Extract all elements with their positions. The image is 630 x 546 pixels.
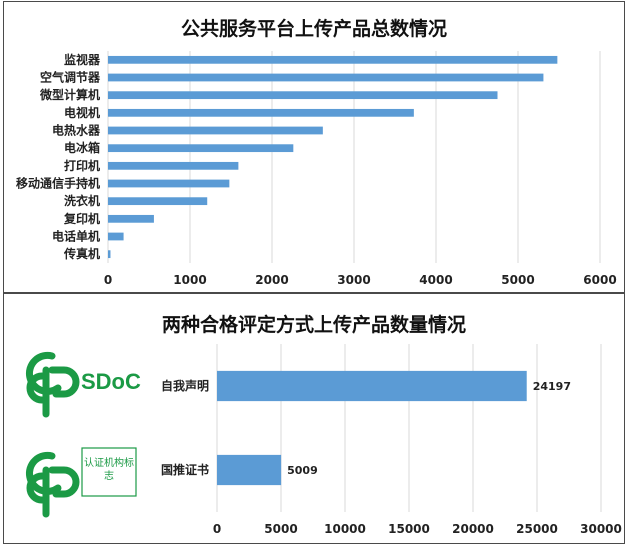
category-label: 空气调节器 bbox=[40, 70, 101, 85]
x-tick-label: 15000 bbox=[388, 522, 430, 536]
category-label: 移动通信手持机 bbox=[16, 176, 100, 191]
x-tick-label: 10000 bbox=[324, 522, 366, 536]
top-chart-panel: 公共服务平台上传产品总数情况 0 1000 2000 3000 4000 5000 6000… bbox=[3, 1, 625, 293]
x-tick-label: 6000 bbox=[583, 273, 616, 287]
category-label: 打印机 bbox=[64, 158, 100, 173]
x-tick-label: 5000 bbox=[501, 273, 534, 287]
bottom-bar-chart: 0 5000 10000 15000 20000 25000 30000 自我声明 24197 国… bbox=[161, 344, 622, 536]
x-tick-label: 3000 bbox=[337, 273, 370, 287]
category-label: 国推证书 bbox=[161, 462, 209, 477]
chart-title: 两种合格评定方式上传产品数量情况 bbox=[161, 314, 466, 336]
x-tick-label: 5000 bbox=[264, 522, 297, 536]
x-tick-label: 2000 bbox=[255, 273, 288, 287]
category-label: 电视机 bbox=[64, 105, 100, 120]
category-label: 洗衣机 bbox=[64, 193, 100, 208]
category-label: 电热水器 bbox=[52, 123, 101, 138]
category-label: 监视器 bbox=[64, 52, 101, 67]
category-label: 微型计算机 bbox=[39, 87, 100, 102]
category-label: 电话单机 bbox=[52, 229, 100, 244]
certification-logo-text: 认证机构标志 bbox=[84, 458, 134, 482]
bar bbox=[108, 73, 544, 82]
data-label: 24197 bbox=[533, 380, 571, 393]
x-tick-label: 4000 bbox=[419, 273, 452, 287]
sdoc-logo bbox=[26, 351, 80, 418]
bar bbox=[108, 108, 414, 117]
category-label: 自我声明 bbox=[161, 378, 209, 393]
x-tick-label: 25000 bbox=[516, 522, 558, 536]
sdoc-logo-text: SDoC bbox=[81, 369, 141, 394]
category-label: 电冰箱 bbox=[64, 140, 100, 155]
bar bbox=[108, 91, 498, 100]
x-tick-label: 30000 bbox=[580, 522, 622, 536]
x-tick-label: 1000 bbox=[173, 273, 206, 287]
category-label: 复印机 bbox=[63, 211, 100, 226]
bar bbox=[108, 161, 239, 170]
bar bbox=[108, 214, 154, 223]
bar bbox=[108, 55, 558, 64]
data-label: 5009 bbox=[287, 464, 318, 477]
category-label: 传真机 bbox=[63, 246, 100, 261]
bottom-chart-panel: 两种合格评定方式上传产品数量情况 SDoC 认证机构标志 0 5000 10000 1… bbox=[3, 293, 625, 544]
bar bbox=[108, 179, 230, 188]
chart-title: 公共服务平台上传产品总数情况 bbox=[180, 18, 447, 40]
x-tick-label: 20000 bbox=[452, 522, 494, 536]
top-bar-chart: 0 1000 2000 3000 4000 5000 6000 监视器空气调节器微型计算机电视… bbox=[16, 51, 617, 287]
bar bbox=[217, 454, 282, 486]
x-tick-label: 0 bbox=[213, 522, 221, 536]
bar bbox=[108, 126, 323, 135]
bar bbox=[108, 144, 294, 153]
bar bbox=[108, 250, 111, 259]
x-tick-label: 0 bbox=[104, 273, 112, 287]
bar bbox=[217, 370, 527, 402]
bar bbox=[108, 232, 124, 241]
certification-logo bbox=[26, 447, 137, 518]
bar bbox=[108, 197, 208, 206]
